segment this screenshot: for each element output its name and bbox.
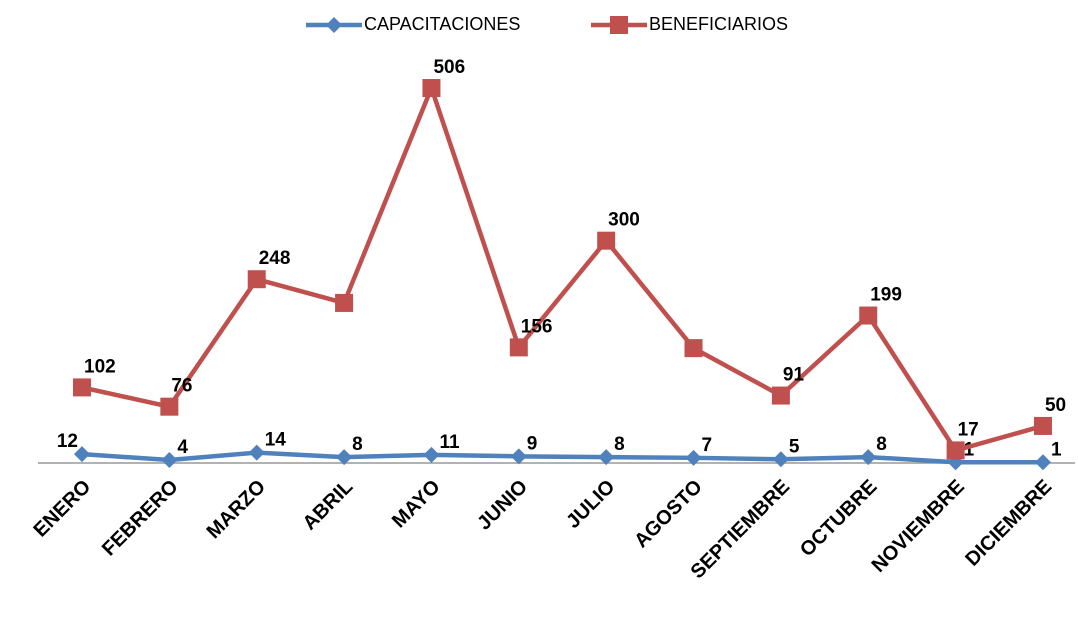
data-label: 8 bbox=[352, 434, 363, 455]
marker bbox=[336, 449, 353, 466]
x-tick-label: ABRIL bbox=[299, 476, 358, 535]
data-label: 8 bbox=[876, 434, 887, 455]
legend-label: CAPACITACIONES bbox=[364, 14, 520, 34]
data-label: 8 bbox=[614, 434, 625, 455]
marker bbox=[946, 441, 965, 460]
data-label: 199 bbox=[870, 285, 902, 306]
marker bbox=[509, 338, 528, 357]
data-label: 9 bbox=[527, 433, 538, 454]
data-label: 12 bbox=[57, 431, 78, 452]
marker bbox=[772, 451, 789, 468]
data-label: 7 bbox=[702, 435, 713, 456]
marker bbox=[598, 449, 615, 466]
data-label: 4 bbox=[177, 437, 188, 458]
x-tick-label: FEBRERO bbox=[98, 476, 183, 561]
legend-label: BENEFICIARIOS bbox=[649, 14, 788, 34]
marker bbox=[597, 231, 616, 250]
x-tick-label: JUNIO bbox=[473, 476, 532, 535]
x-tick-label: ENERO bbox=[29, 476, 95, 542]
marker bbox=[335, 293, 354, 312]
data-label: 506 bbox=[433, 57, 465, 78]
series-line bbox=[81, 450, 1043, 465]
marker bbox=[860, 449, 877, 466]
x-tick-label: MARZO bbox=[203, 476, 270, 543]
x-tick-label: AGOSTO bbox=[630, 476, 707, 553]
marker bbox=[161, 452, 178, 469]
marker bbox=[160, 397, 179, 416]
marker bbox=[771, 386, 790, 405]
marker bbox=[1033, 416, 1052, 435]
marker bbox=[326, 17, 342, 33]
data-label: 248 bbox=[259, 248, 291, 269]
x-tick-label: NOVIEMBRE bbox=[868, 476, 969, 577]
marker bbox=[423, 446, 440, 463]
data-label: 156 bbox=[521, 316, 553, 337]
x-tick-label: OCTUBRE bbox=[796, 476, 881, 561]
data-label: 50 bbox=[1045, 395, 1066, 416]
marker bbox=[74, 446, 90, 463]
data-label: 91 bbox=[783, 365, 805, 386]
x-tick-label: MAYO bbox=[388, 476, 445, 533]
marker bbox=[684, 339, 703, 358]
marker bbox=[859, 306, 878, 325]
marker bbox=[422, 79, 441, 98]
marker bbox=[610, 16, 628, 34]
data-label: 11 bbox=[439, 432, 460, 453]
data-label: 1 bbox=[1051, 439, 1062, 460]
marker bbox=[248, 444, 265, 461]
marker bbox=[685, 449, 702, 466]
data-label: 1 bbox=[964, 439, 975, 460]
x-tick-label: JULIO bbox=[562, 476, 619, 533]
data-label: 76 bbox=[171, 376, 192, 397]
marker bbox=[247, 270, 266, 289]
marker bbox=[1034, 454, 1051, 471]
data-label: 300 bbox=[608, 210, 640, 231]
series-line bbox=[81, 85, 1044, 453]
data-label: 5 bbox=[789, 436, 800, 457]
marker bbox=[510, 448, 527, 465]
x-tick-label: DICIEMBRE bbox=[961, 476, 1056, 571]
marker bbox=[73, 378, 91, 397]
data-label: 17 bbox=[958, 419, 979, 440]
data-label: 102 bbox=[84, 356, 116, 377]
data-label: 14 bbox=[265, 430, 287, 451]
